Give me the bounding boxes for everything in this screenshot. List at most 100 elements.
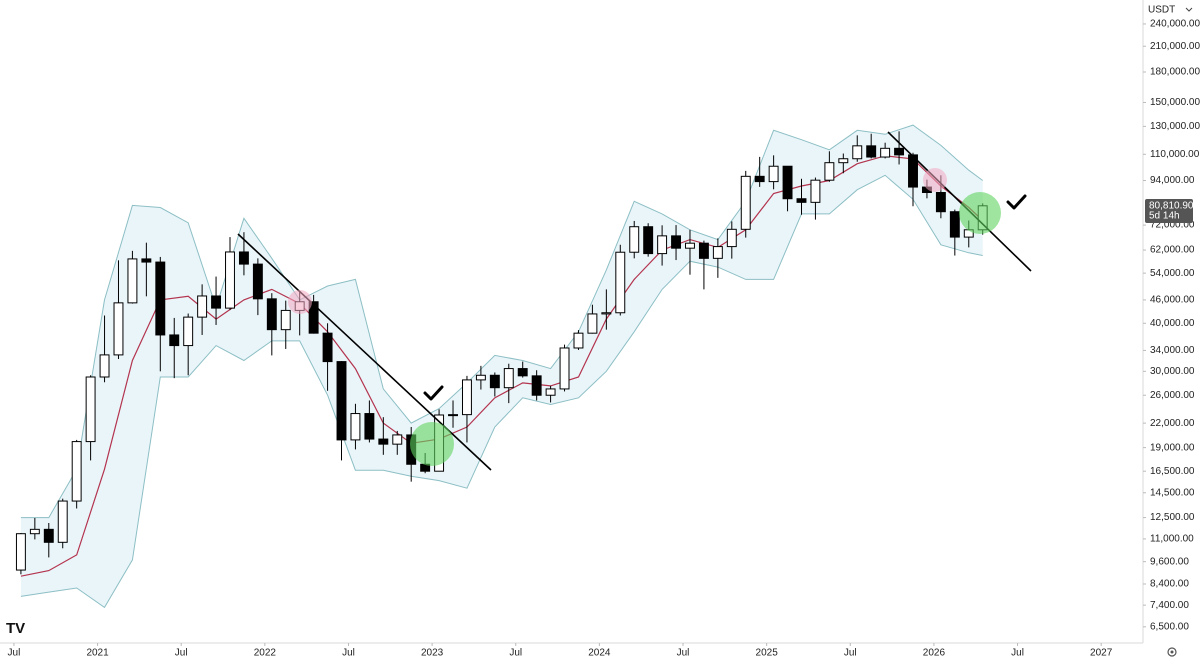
highlight-circle	[959, 192, 1001, 234]
candle-body	[461, 379, 472, 416]
x-tick-label: 2026	[923, 648, 946, 659]
candle-body	[866, 145, 877, 158]
price-scale	[1143, 0, 1200, 660]
settings-icon[interactable]	[1167, 647, 1177, 657]
x-tick-label: Jul	[844, 648, 857, 659]
y-tick-label: 72,000.00	[1150, 220, 1195, 231]
candle-body	[266, 298, 277, 331]
last-price-label: 80,810.90	[1149, 201, 1194, 212]
y-tick-label: 12,500.00	[1150, 512, 1195, 523]
y-tick-label: 19,000.00	[1150, 442, 1195, 453]
y-tick-label: 130,000.00	[1150, 121, 1200, 132]
currency-dropdown[interactable]	[1185, 7, 1193, 12]
y-tick-label: 240,000.00	[1150, 19, 1200, 30]
candle-body	[57, 500, 68, 543]
x-tick-label: Jul	[8, 648, 21, 659]
y-tick-label: 94,000.00	[1150, 175, 1195, 186]
y-tick-label: 8,400.00	[1150, 579, 1189, 590]
candle-body	[113, 302, 124, 356]
candle-body	[29, 528, 40, 535]
candle-body	[643, 226, 654, 255]
y-tick-label: 180,000.00	[1150, 67, 1200, 78]
candle-body	[824, 162, 835, 181]
y-tick-label: 40,000.00	[1150, 318, 1195, 329]
trend-line	[887, 131, 1032, 272]
highlight-circle	[288, 290, 312, 314]
candle-body	[475, 374, 486, 381]
candle-body	[503, 368, 514, 389]
x-tick-label: 2021	[86, 648, 109, 659]
y-tick-label: 9,600.00	[1150, 556, 1189, 567]
candle-body	[559, 347, 570, 390]
y-tick-label: 22,000.00	[1150, 418, 1195, 429]
y-tick-label: 6,500.00	[1150, 621, 1189, 632]
y-tick-label: 16,500.00	[1150, 466, 1195, 477]
y-tick-label: 54,000.00	[1150, 268, 1195, 279]
candle-body	[127, 258, 138, 304]
candle-body	[378, 438, 389, 445]
logo[interactable]: TV	[6, 620, 25, 637]
x-tick-label: 2025	[756, 648, 779, 659]
candle-body	[671, 235, 682, 249]
candle-body	[894, 147, 905, 156]
candle-body	[71, 441, 82, 502]
candle-body	[838, 158, 849, 164]
candle-body	[99, 354, 110, 378]
y-tick-label: 26,000.00	[1150, 390, 1195, 401]
plot-area	[15, 124, 988, 609]
candle-body	[587, 313, 598, 334]
band-lower	[20, 174, 983, 609]
candle-body	[169, 334, 180, 347]
candle-body	[225, 251, 235, 309]
candle-body	[448, 414, 458, 417]
x-tick-label: Jul	[342, 648, 355, 659]
candle-body	[573, 332, 584, 349]
currency-label[interactable]: USDT	[1148, 5, 1175, 16]
candle-body	[810, 179, 821, 203]
candle-body	[183, 316, 194, 347]
candle-body	[629, 226, 640, 253]
y-tick-label: 34,000.00	[1150, 345, 1195, 356]
candle-body	[364, 413, 375, 440]
candle-body	[238, 251, 249, 265]
candle-body	[685, 242, 695, 249]
x-tick-label: Jul	[175, 648, 188, 659]
y-tick-label: 7,400.00	[1150, 600, 1189, 611]
candle-body	[740, 175, 751, 230]
candle-body	[852, 145, 863, 160]
highlight-circle	[410, 422, 454, 466]
candle-body	[322, 332, 333, 363]
candle-body	[615, 251, 626, 314]
check-mark	[423, 385, 444, 401]
x-axis: Jul 2021 Jul 2022 Jul 2023 Jul 2024 Jul 2025 Jul 20…	[8, 643, 1113, 659]
x-tick-label: Jul	[1011, 648, 1024, 659]
candle-body	[43, 528, 54, 543]
candle-body	[280, 309, 291, 331]
drawings	[237, 131, 1032, 471]
y-tick-label: 11,000.00	[1150, 534, 1194, 545]
candle-body	[155, 261, 166, 336]
settings-icon-dot	[1170, 650, 1174, 654]
x-tick-label: Jul	[677, 648, 690, 659]
y-tick-label: 14,500.00	[1150, 487, 1195, 498]
x-tick-label: 2027	[1090, 648, 1113, 659]
candle-body	[545, 388, 556, 396]
candle-body	[949, 211, 960, 238]
candle-body	[350, 413, 361, 441]
candle-body	[531, 375, 542, 396]
candle-body	[698, 242, 709, 259]
candle-body	[880, 147, 891, 158]
candle-body	[768, 165, 779, 183]
candle-body	[15, 533, 26, 571]
candle-body	[197, 295, 208, 318]
y-tick-label: 46,000.00	[1150, 295, 1195, 306]
price-label-box	[1145, 199, 1193, 223]
band-fill	[20, 125, 983, 608]
x-tick-label: 2022	[254, 648, 277, 659]
candle-body	[517, 368, 528, 377]
candle-body	[392, 434, 403, 445]
candle-body	[141, 258, 152, 263]
candle-body	[657, 235, 668, 255]
candle-body	[935, 192, 946, 213]
